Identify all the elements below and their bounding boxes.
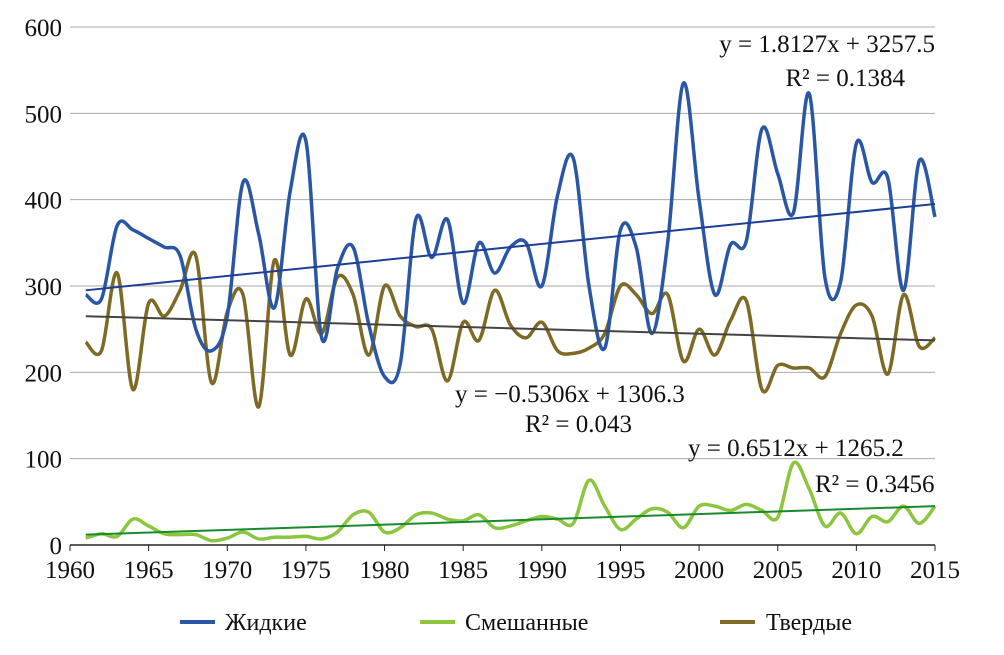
equation-mixed: y = 0.6512x + 1265.2 bbox=[688, 435, 904, 462]
x-tick-label: 1960 bbox=[45, 557, 95, 584]
y-tick-label: 500 bbox=[25, 101, 63, 128]
y-tick-label: 300 bbox=[25, 274, 63, 301]
y-tick-label: 0 bbox=[50, 533, 63, 560]
x-tick-label: 2010 bbox=[831, 557, 881, 584]
y-tick-label: 400 bbox=[25, 188, 63, 215]
trend-equations: y = 1.8127x + 3257.5 R² = 0.1384 y = −0.… bbox=[455, 31, 935, 498]
x-tick-label: 1995 bbox=[595, 557, 645, 584]
equation-solid: y = −0.5306x + 1306.3 bbox=[455, 381, 685, 408]
x-tick-label: 1990 bbox=[517, 557, 567, 584]
legend: Жидкие Смешанные Твердые bbox=[180, 610, 852, 636]
x-tick-label: 1985 bbox=[438, 557, 488, 584]
x-tick-label: 1980 bbox=[360, 557, 410, 584]
x-tick-label: 1975 bbox=[281, 557, 331, 584]
x-tick-label: 2000 bbox=[674, 557, 724, 584]
grid bbox=[70, 26, 935, 546]
r2-liquid: R² = 0.1384 bbox=[785, 65, 905, 92]
points-liquid bbox=[85, 83, 936, 377]
trend-line-mixed bbox=[85, 505, 936, 536]
trend-line-solid bbox=[85, 315, 936, 342]
trend-line-liquid bbox=[85, 202, 936, 292]
y-tick-label: 100 bbox=[25, 447, 63, 474]
x-tick-label: 1970 bbox=[202, 557, 252, 584]
y-tick-label: 600 bbox=[25, 15, 63, 42]
x-axis-ticks: 1960 1965 1970 1975 1980 1985 1990 1995 2000 2005… bbox=[45, 545, 960, 584]
legend-label-solid: Твердые bbox=[766, 610, 852, 636]
x-tick-label: 2015 bbox=[910, 557, 960, 584]
x-tick-label: 2005 bbox=[753, 557, 803, 584]
equation-liquid: y = 1.8127x + 3257.5 bbox=[719, 31, 935, 58]
series-line-solid bbox=[84, 250, 937, 409]
points-solid bbox=[85, 255, 936, 407]
series-line-mixed bbox=[85, 460, 937, 543]
series-line-liquid bbox=[84, 81, 937, 385]
trend-lines bbox=[85, 202, 936, 536]
r2-mixed: R² = 0.3456 bbox=[815, 471, 935, 498]
legend-label-liquid: Жидкие bbox=[225, 610, 307, 636]
x-tick-label: 1965 bbox=[124, 557, 174, 584]
r2-solid: R² = 0.043 bbox=[525, 411, 632, 438]
points-mixed bbox=[85, 462, 936, 541]
legend-label-mixed: Смешанные bbox=[465, 610, 588, 636]
y-tick-label: 200 bbox=[25, 360, 63, 387]
series-lines bbox=[84, 81, 937, 543]
y-axis-ticks: 0 100 200 300 400 500 600 bbox=[25, 15, 63, 560]
